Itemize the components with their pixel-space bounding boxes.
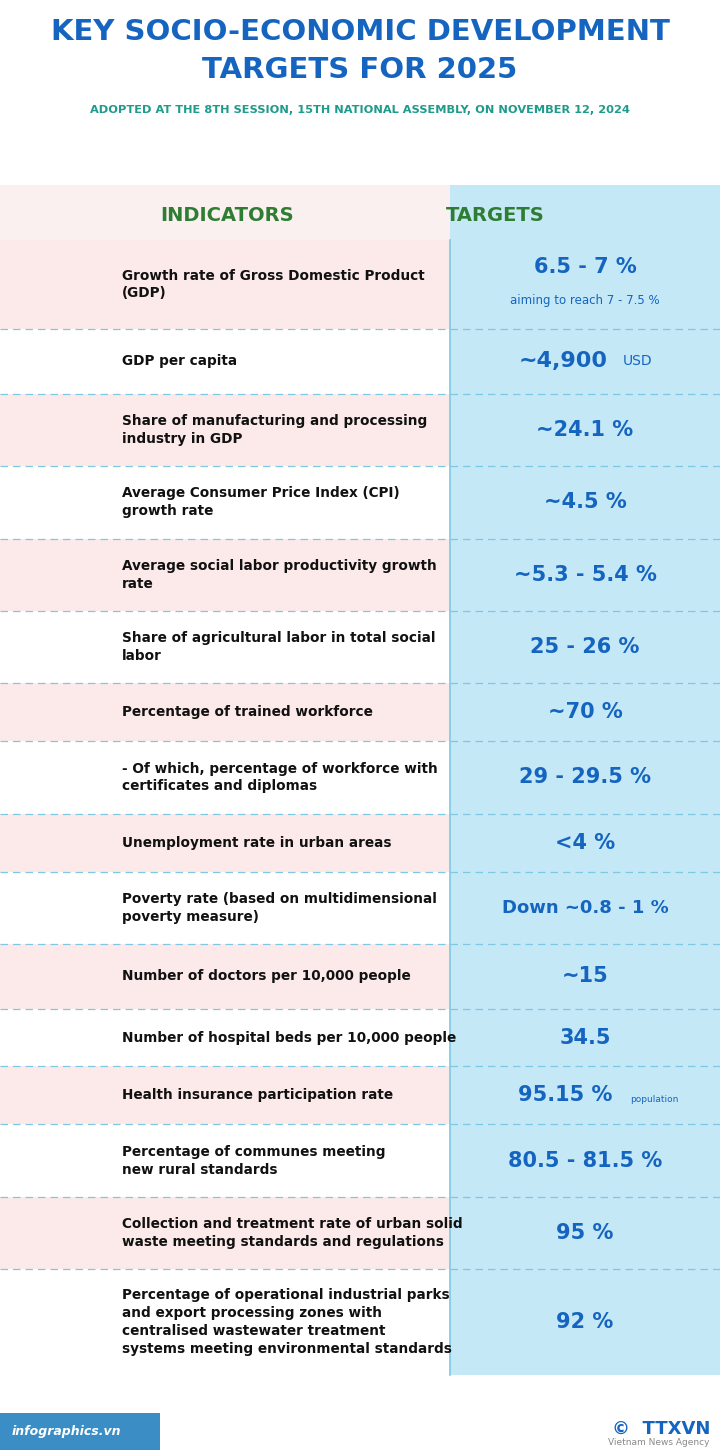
Text: Percentage of operational industrial parks
and export processing zones with
cent: Percentage of operational industrial par…	[122, 1288, 452, 1356]
Text: 92 %: 92 %	[557, 1312, 613, 1333]
FancyBboxPatch shape	[450, 1196, 720, 1269]
Text: ~4,900: ~4,900	[518, 351, 608, 371]
FancyBboxPatch shape	[0, 394, 450, 465]
FancyBboxPatch shape	[0, 538, 450, 610]
Text: Number of hospital beds per 10,000 people: Number of hospital beds per 10,000 peopl…	[122, 1031, 456, 1044]
Text: - Of which, percentage of workforce with
certificates and diplomas: - Of which, percentage of workforce with…	[122, 761, 438, 793]
FancyBboxPatch shape	[450, 538, 720, 610]
FancyBboxPatch shape	[0, 683, 450, 741]
FancyBboxPatch shape	[0, 241, 450, 329]
FancyBboxPatch shape	[0, 1414, 160, 1450]
Text: Share of agricultural labor in total social
labor: Share of agricultural labor in total soc…	[122, 631, 436, 663]
Text: KEY SOCIO-ECONOMIC DEVELOPMENT: KEY SOCIO-ECONOMIC DEVELOPMENT	[50, 17, 670, 46]
FancyBboxPatch shape	[450, 465, 720, 538]
FancyBboxPatch shape	[450, 944, 720, 1009]
Text: ~15: ~15	[562, 966, 608, 986]
Text: ~70 %: ~70 %	[548, 702, 622, 722]
FancyBboxPatch shape	[450, 394, 720, 465]
Text: infographics.vn: infographics.vn	[12, 1425, 122, 1438]
Text: Vietnam News Agency: Vietnam News Agency	[608, 1438, 710, 1447]
Text: 34.5: 34.5	[559, 1028, 611, 1047]
Text: 95.15 %: 95.15 %	[518, 1086, 612, 1105]
FancyBboxPatch shape	[450, 241, 720, 329]
FancyBboxPatch shape	[0, 944, 450, 1009]
Text: ADOPTED AT THE 8TH SESSION, 15TH NATIONAL ASSEMBLY, ON NOVEMBER 12, 2024: ADOPTED AT THE 8TH SESSION, 15TH NATIONA…	[90, 104, 630, 115]
Text: ~5.3 - 5.4 %: ~5.3 - 5.4 %	[513, 564, 657, 584]
FancyBboxPatch shape	[0, 1009, 450, 1066]
FancyBboxPatch shape	[450, 1269, 720, 1375]
Text: 6.5 - 7 %: 6.5 - 7 %	[534, 257, 636, 277]
Text: Down ~0.8 - 1 %: Down ~0.8 - 1 %	[502, 899, 668, 916]
Text: ©  TTXVN: © TTXVN	[611, 1420, 710, 1438]
Text: Unemployment rate in urban areas: Unemployment rate in urban areas	[122, 835, 392, 850]
Text: 29 - 29.5 %: 29 - 29.5 %	[519, 767, 651, 787]
Text: Poverty rate (based on multidimensional
poverty measure): Poverty rate (based on multidimensional …	[122, 892, 437, 924]
FancyBboxPatch shape	[0, 186, 450, 241]
Text: 95 %: 95 %	[557, 1222, 613, 1243]
FancyBboxPatch shape	[0, 465, 450, 538]
FancyBboxPatch shape	[0, 1124, 450, 1196]
FancyBboxPatch shape	[450, 186, 720, 241]
Text: Percentage of communes meeting
new rural standards: Percentage of communes meeting new rural…	[122, 1144, 385, 1176]
FancyBboxPatch shape	[450, 1124, 720, 1196]
FancyBboxPatch shape	[450, 329, 720, 394]
Text: aiming to reach 7 - 7.5 %: aiming to reach 7 - 7.5 %	[510, 294, 660, 307]
FancyBboxPatch shape	[0, 1196, 450, 1269]
FancyBboxPatch shape	[450, 1009, 720, 1066]
FancyBboxPatch shape	[0, 741, 450, 813]
FancyBboxPatch shape	[0, 813, 450, 871]
FancyBboxPatch shape	[0, 1066, 450, 1124]
FancyBboxPatch shape	[450, 683, 720, 741]
FancyBboxPatch shape	[450, 871, 720, 944]
FancyBboxPatch shape	[450, 741, 720, 813]
FancyBboxPatch shape	[450, 610, 720, 683]
Text: TARGETS: TARGETS	[446, 206, 544, 225]
Text: 25 - 26 %: 25 - 26 %	[531, 637, 639, 657]
FancyBboxPatch shape	[0, 329, 450, 394]
Text: ~24.1 %: ~24.1 %	[536, 420, 634, 439]
FancyBboxPatch shape	[0, 610, 450, 683]
Text: Average Consumer Price Index (CPI)
growth rate: Average Consumer Price Index (CPI) growt…	[122, 486, 400, 518]
Text: TARGETS FOR 2025: TARGETS FOR 2025	[202, 57, 518, 84]
Text: GDP per capita: GDP per capita	[122, 354, 237, 368]
Text: <4 %: <4 %	[555, 832, 615, 853]
Text: 80.5 - 81.5 %: 80.5 - 81.5 %	[508, 1151, 662, 1170]
Text: Number of doctors per 10,000 people: Number of doctors per 10,000 people	[122, 969, 410, 983]
FancyBboxPatch shape	[0, 871, 450, 944]
Text: Average social labor productivity growth
rate: Average social labor productivity growth…	[122, 558, 437, 590]
Text: INDICATORS: INDICATORS	[160, 206, 294, 225]
Text: Percentage of trained workforce: Percentage of trained workforce	[122, 705, 373, 719]
Text: Share of manufacturing and processing
industry in GDP: Share of manufacturing and processing in…	[122, 415, 427, 445]
Text: population: population	[630, 1095, 678, 1103]
FancyBboxPatch shape	[450, 813, 720, 871]
Text: Health insurance participation rate: Health insurance participation rate	[122, 1089, 393, 1102]
Text: ~4.5 %: ~4.5 %	[544, 493, 626, 512]
FancyBboxPatch shape	[450, 1066, 720, 1124]
Text: Collection and treatment rate of urban solid
waste meeting standards and regulat: Collection and treatment rate of urban s…	[122, 1217, 463, 1248]
FancyBboxPatch shape	[0, 1269, 450, 1375]
Text: USD: USD	[623, 354, 652, 368]
Text: Growth rate of Gross Domestic Product
(GDP): Growth rate of Gross Domestic Product (G…	[122, 268, 425, 300]
